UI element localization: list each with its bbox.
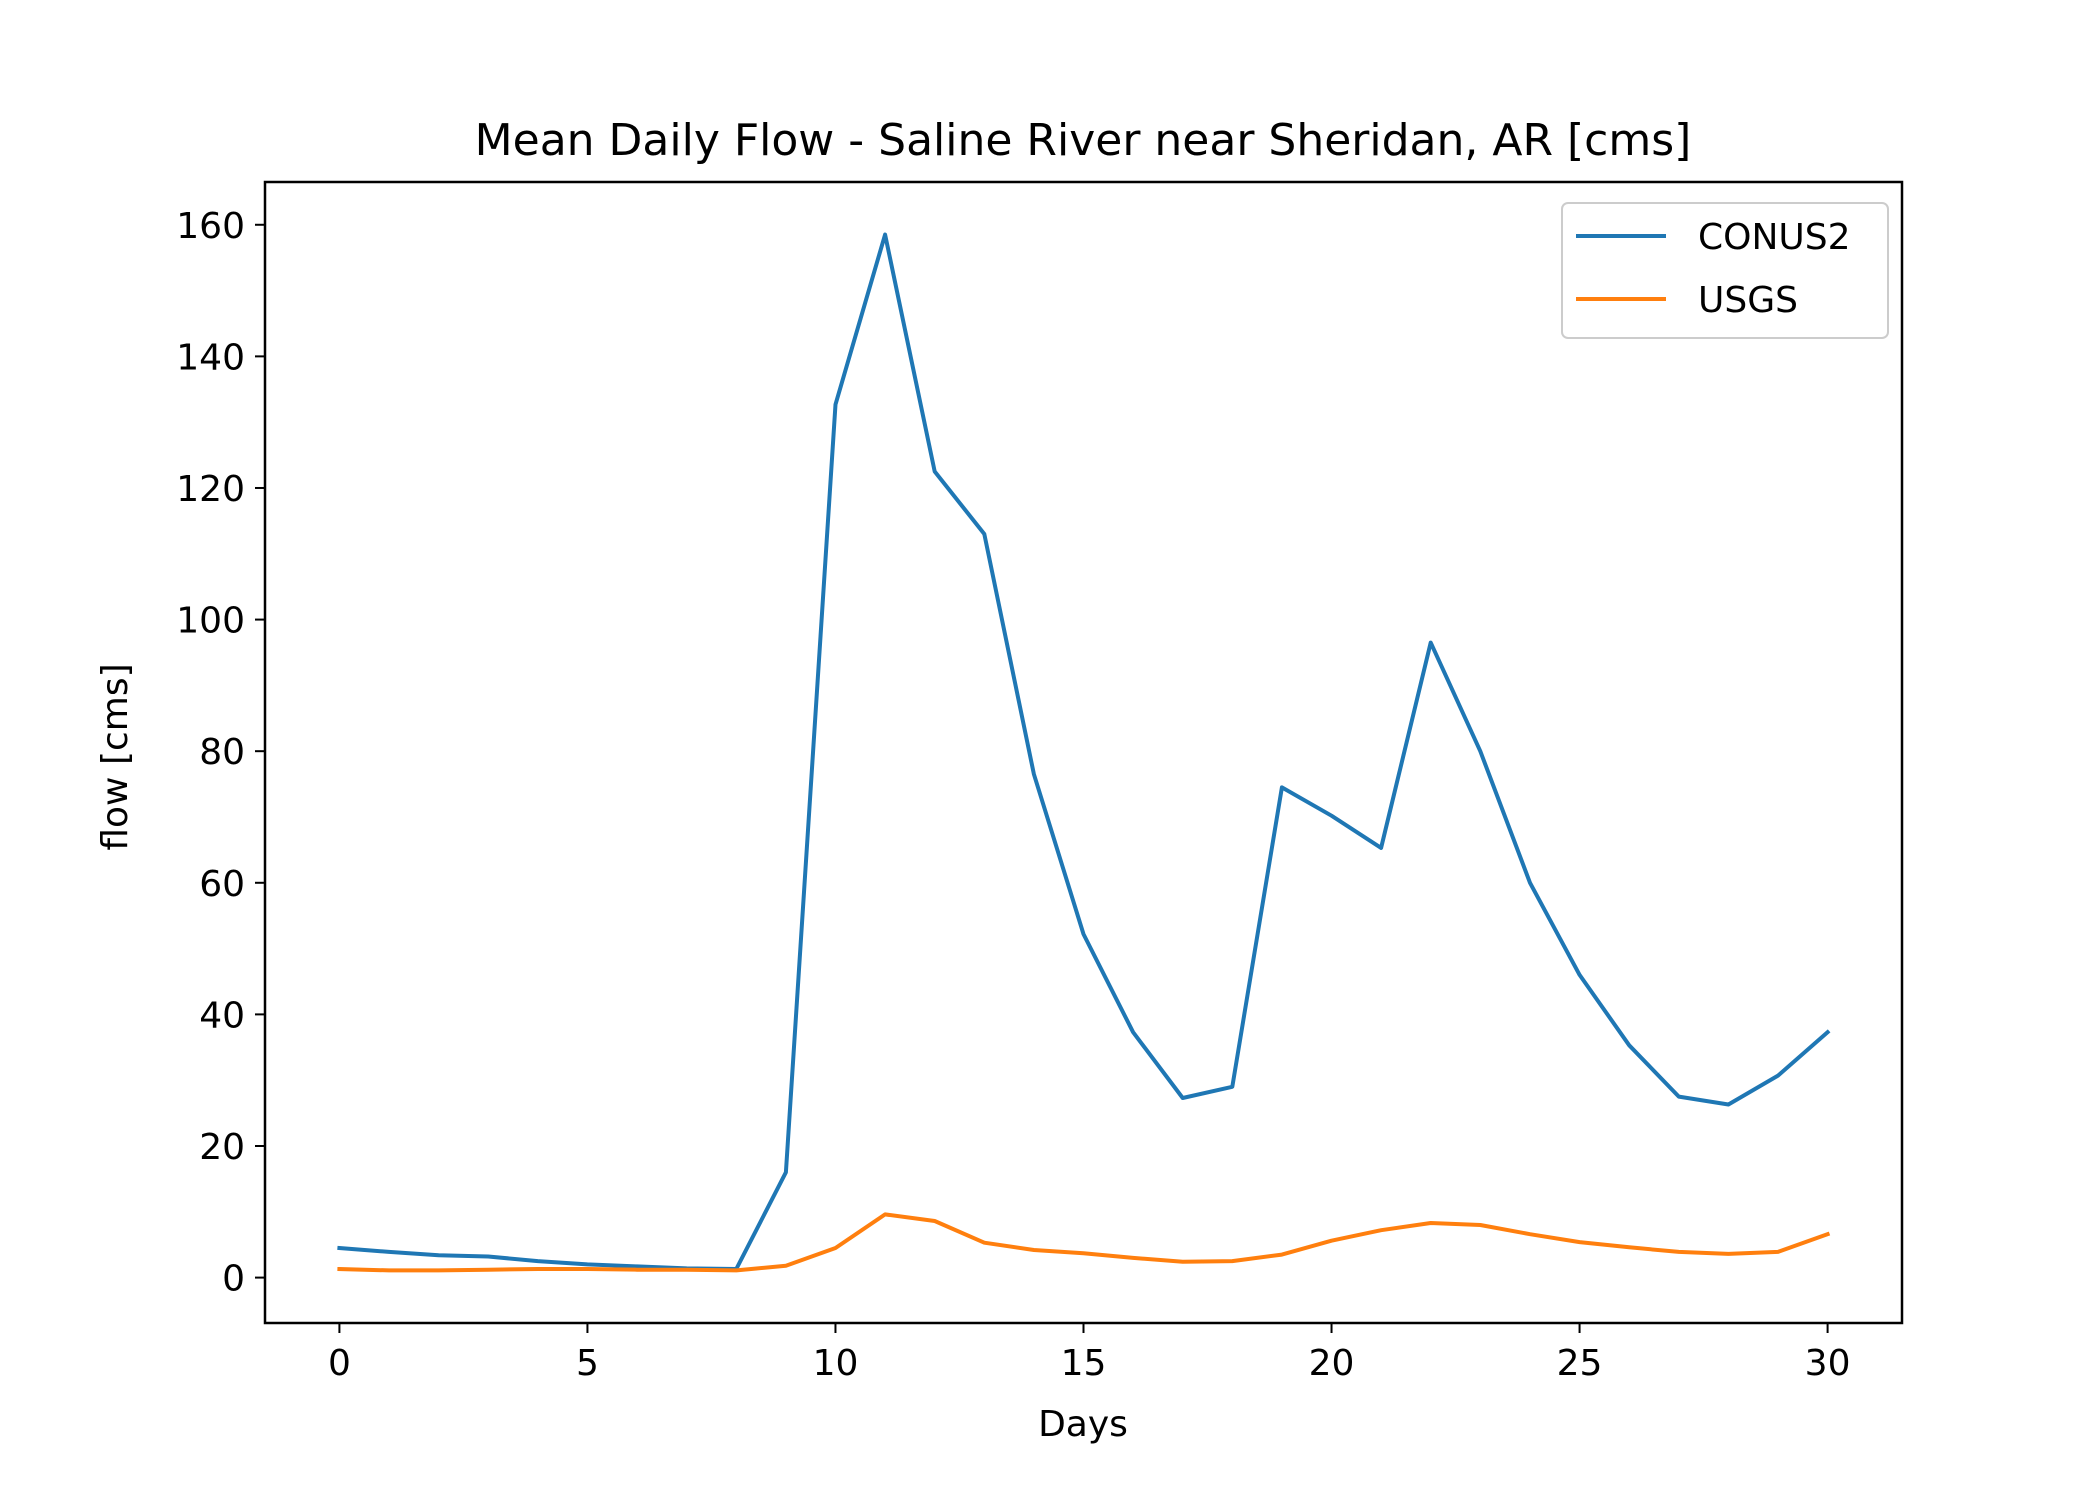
series-line-usgs <box>337 1212 1831 1273</box>
axis-ticks: 0 5 10 15 20 25 30 0 20 40 60 80 100 120 140 160 <box>176 206 1850 1384</box>
y-tick-label-8: 160 <box>176 206 245 247</box>
legend-label-usgs: USGS <box>1698 280 1798 321</box>
y-tick-label-7: 140 <box>176 337 245 378</box>
chart-title: Mean Daily Flow - Saline River near Sher… <box>475 115 1692 166</box>
legend: CONUS2 USGS <box>1561 202 1889 339</box>
plot-area <box>337 232 1831 1273</box>
y-tick-label-4: 80 <box>199 732 245 773</box>
x-tick-label-5: 25 <box>1557 1343 1603 1384</box>
x-tick-label-0: 0 <box>328 1343 351 1384</box>
x-tick-label-6: 30 <box>1805 1343 1851 1384</box>
series-line-conus2 <box>337 232 1831 1271</box>
x-tick-label-3: 15 <box>1061 1343 1107 1384</box>
x-tick-label-4: 20 <box>1309 1343 1355 1384</box>
y-tick-label-1: 20 <box>199 1127 245 1168</box>
y-tick-label-0: 0 <box>222 1259 245 1300</box>
x-axis-label: Days <box>1038 1404 1128 1445</box>
y-tick-label-3: 60 <box>199 864 245 905</box>
x-tick-label-2: 10 <box>813 1343 859 1384</box>
y-tick-label-5: 100 <box>176 601 245 642</box>
x-tick-label-1: 5 <box>576 1343 599 1384</box>
y-tick-label-6: 120 <box>176 469 245 510</box>
y-tick-label-2: 40 <box>199 995 245 1036</box>
legend-label-conus2: CONUS2 <box>1698 217 1851 258</box>
y-axis-label: flow [cms] <box>95 663 136 850</box>
